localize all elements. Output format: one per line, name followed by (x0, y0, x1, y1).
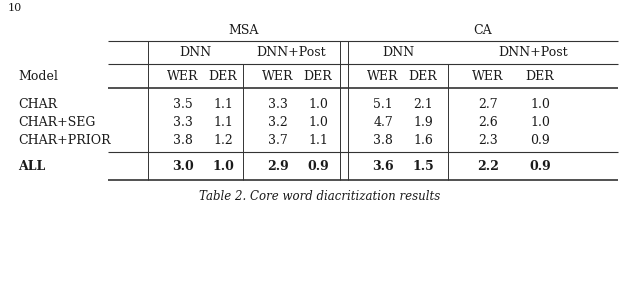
Text: 1.0: 1.0 (308, 98, 328, 110)
Text: DNN: DNN (382, 46, 414, 59)
Text: 3.3: 3.3 (268, 98, 288, 110)
Text: 1.6: 1.6 (413, 134, 433, 146)
Text: MSA: MSA (229, 23, 259, 37)
Text: 4.7: 4.7 (373, 116, 393, 128)
Text: 0.9: 0.9 (307, 160, 329, 173)
Text: DNN+Post: DNN+Post (498, 46, 568, 59)
Text: ALL: ALL (18, 160, 45, 173)
Text: WER: WER (167, 70, 199, 83)
Text: DER: DER (209, 70, 237, 83)
Text: CA: CA (474, 23, 492, 37)
Text: 1.9: 1.9 (413, 116, 433, 128)
Text: CHAR+PRIOR: CHAR+PRIOR (18, 134, 111, 146)
Text: DNN: DNN (179, 46, 212, 59)
Text: 1.1: 1.1 (308, 134, 328, 146)
Text: 1.0: 1.0 (530, 98, 550, 110)
Text: Model: Model (18, 70, 58, 83)
Text: 3.7: 3.7 (268, 134, 288, 146)
Text: 10: 10 (8, 3, 22, 13)
Text: 2.3: 2.3 (478, 134, 498, 146)
Text: CHAR+SEG: CHAR+SEG (18, 116, 95, 128)
Text: Table 2. Core word diacritization results: Table 2. Core word diacritization result… (200, 190, 440, 203)
Text: 1.0: 1.0 (308, 116, 328, 128)
Text: WER: WER (472, 70, 504, 83)
Text: 2.6: 2.6 (478, 116, 498, 128)
Text: 2.2: 2.2 (477, 160, 499, 173)
Text: CHAR: CHAR (18, 98, 57, 110)
Text: 2.9: 2.9 (267, 160, 289, 173)
Text: 3.2: 3.2 (268, 116, 288, 128)
Text: WER: WER (262, 70, 294, 83)
Text: DER: DER (408, 70, 437, 83)
Text: 1.5: 1.5 (412, 160, 434, 173)
Text: 2.7: 2.7 (478, 98, 498, 110)
Text: 3.6: 3.6 (372, 160, 394, 173)
Text: 3.3: 3.3 (173, 116, 193, 128)
Text: WER: WER (367, 70, 399, 83)
Text: 0.9: 0.9 (530, 134, 550, 146)
Text: 2.1: 2.1 (413, 98, 433, 110)
Text: DER: DER (303, 70, 332, 83)
Text: DER: DER (525, 70, 554, 83)
Text: 3.8: 3.8 (373, 134, 393, 146)
Text: 1.0: 1.0 (530, 116, 550, 128)
Text: 1.0: 1.0 (212, 160, 234, 173)
Text: 5.1: 5.1 (373, 98, 393, 110)
Text: DNN+Post: DNN+Post (257, 46, 326, 59)
Text: 0.9: 0.9 (529, 160, 551, 173)
Text: 1.1: 1.1 (213, 98, 233, 110)
Text: 3.0: 3.0 (172, 160, 194, 173)
Text: 1.1: 1.1 (213, 116, 233, 128)
Text: 3.8: 3.8 (173, 134, 193, 146)
Text: 1.2: 1.2 (213, 134, 233, 146)
Text: 3.5: 3.5 (173, 98, 193, 110)
